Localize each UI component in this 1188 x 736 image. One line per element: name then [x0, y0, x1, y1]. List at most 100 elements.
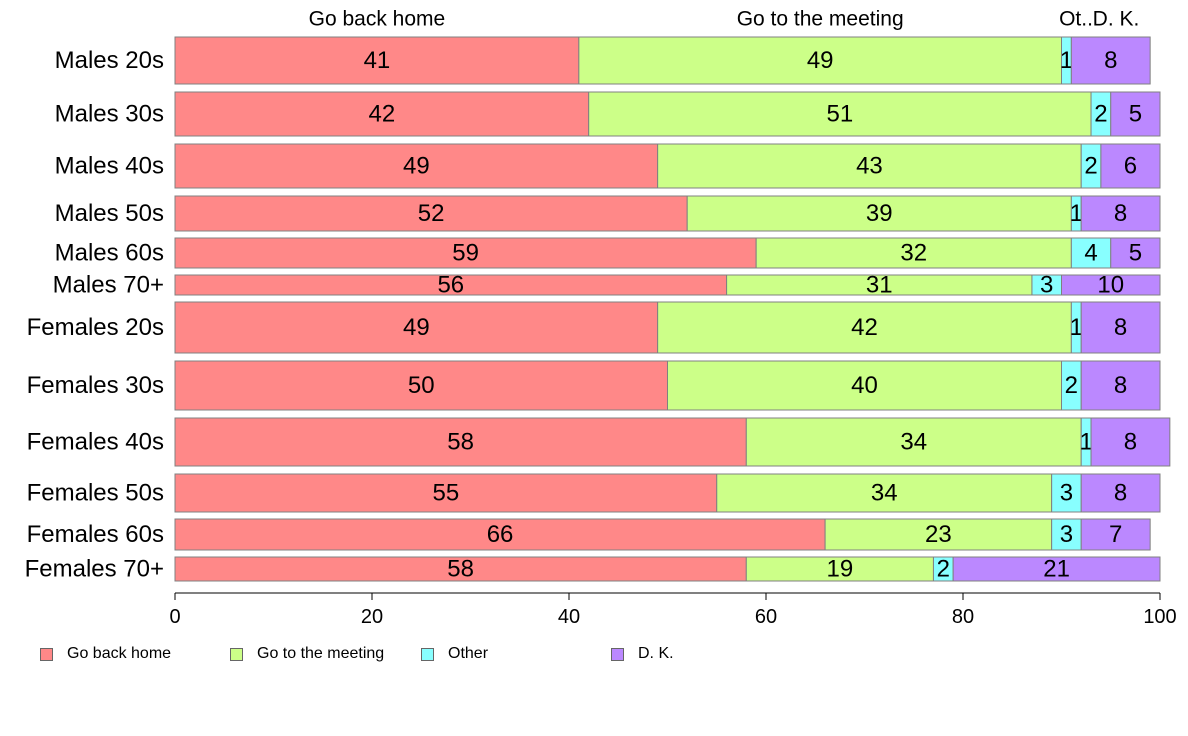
- bar-segment: [588, 91, 1092, 137]
- data-label: 2: [937, 556, 950, 583]
- column-header: Go back home: [309, 8, 446, 31]
- bar-segment: [174, 556, 747, 582]
- bar-segment: [824, 518, 1053, 551]
- data-label: 41: [364, 47, 391, 74]
- legend-swatch: [40, 647, 53, 661]
- category-label: Females 20s: [27, 314, 164, 341]
- bar-segment: [174, 301, 659, 354]
- data-label: 34: [900, 429, 927, 456]
- data-label: 4: [1084, 240, 1097, 267]
- data-label: 31: [866, 272, 893, 299]
- legend-swatch: [230, 647, 243, 661]
- data-label: 2: [1084, 153, 1097, 180]
- data-label: 58: [447, 429, 474, 456]
- data-label: 3: [1040, 272, 1053, 299]
- data-label: 3: [1060, 480, 1073, 507]
- data-label: 19: [827, 556, 854, 583]
- data-label: 1: [1070, 200, 1083, 227]
- category-label: Males 60s: [55, 240, 164, 267]
- x-tick-label: 20: [361, 606, 383, 628]
- data-label: 1: [1079, 429, 1092, 456]
- data-label: 49: [403, 314, 430, 341]
- bar-segment: [1051, 473, 1082, 513]
- bar-segment: [174, 143, 659, 189]
- bar-segment: [1080, 195, 1161, 232]
- data-label: 5: [1129, 101, 1142, 128]
- legend-item: Go to the meeting: [230, 645, 384, 663]
- data-label: 56: [437, 272, 464, 299]
- legend-item: D. K.: [611, 645, 674, 663]
- category-label: Females 40s: [27, 429, 164, 456]
- data-label: 49: [403, 153, 430, 180]
- data-label: 3: [1060, 521, 1073, 548]
- bar-segment: [745, 556, 934, 582]
- legend-label: Other: [448, 645, 489, 662]
- data-label: 51: [827, 101, 854, 128]
- x-tick-label: 0: [169, 606, 180, 628]
- bar-segment: [657, 301, 1072, 354]
- category-label: Males 20s: [55, 47, 164, 74]
- bar-segment: [1110, 91, 1161, 137]
- legend-label: Go back home: [67, 645, 172, 662]
- data-label: 42: [851, 314, 878, 341]
- bar-segment: [1070, 36, 1151, 85]
- x-tick-label: 80: [952, 606, 974, 628]
- data-label: 23: [925, 521, 952, 548]
- bar-segment: [657, 143, 1082, 189]
- column-headers: Go back home Go to the meeting Ot.. D. K.: [309, 8, 1140, 31]
- category-label: Females 30s: [27, 372, 164, 399]
- data-label: 5: [1129, 240, 1142, 267]
- data-label: 40: [851, 372, 878, 399]
- data-label: 8: [1104, 47, 1117, 74]
- bar-segment: [1080, 360, 1161, 411]
- bar-segment: [1090, 417, 1171, 467]
- data-label: 7: [1109, 521, 1122, 548]
- category-label: Females 50s: [27, 480, 164, 507]
- data-label: 49: [807, 47, 834, 74]
- data-label: 8: [1124, 429, 1137, 456]
- bar-segment: [174, 417, 747, 467]
- category-label: Males 70+: [53, 272, 164, 299]
- x-tick-label: 100: [1143, 606, 1176, 628]
- legend-swatch: [421, 647, 434, 661]
- data-label: 43: [856, 153, 883, 180]
- bar-segment: [174, 518, 826, 551]
- category-label: Females 70+: [25, 556, 164, 583]
- data-label: 32: [900, 240, 927, 267]
- data-label: 8: [1114, 314, 1127, 341]
- legend-label: Go to the meeting: [257, 645, 385, 662]
- legend-item: Go back home: [40, 645, 171, 663]
- data-label: 39: [866, 200, 893, 227]
- data-label: 2: [1065, 372, 1078, 399]
- column-header: Ot..: [1059, 8, 1093, 31]
- bar-segment: [1051, 518, 1082, 551]
- bar-segment: [174, 195, 688, 232]
- bar-segment: [1061, 274, 1161, 296]
- x-axis: 0 20 40 60 80 100: [169, 592, 1177, 628]
- data-label: 1: [1060, 47, 1073, 74]
- bar-segment: [174, 36, 580, 85]
- bar-segment: [667, 360, 1062, 411]
- category-label: Males 40s: [55, 153, 164, 180]
- x-tick-label: 40: [558, 606, 580, 628]
- data-label: 34: [871, 480, 898, 507]
- legend-item: Other: [421, 645, 488, 663]
- data-label: 1: [1070, 314, 1083, 341]
- bar-segment: [1080, 301, 1161, 354]
- data-label: 50: [408, 372, 435, 399]
- category-label: Females 60s: [27, 521, 164, 548]
- bar-segment: [1080, 473, 1161, 513]
- bar-segment: [716, 473, 1053, 513]
- category-labels: Males 20s Males 30s Males 40s Males 50s Male…: [25, 47, 164, 583]
- category-label: Males 30s: [55, 101, 164, 128]
- data-label: 8: [1114, 372, 1127, 399]
- category-label: Males 50s: [55, 200, 164, 227]
- column-header: D. K.: [1093, 8, 1140, 31]
- data-label: 58: [447, 556, 474, 583]
- bar-segment: [1110, 237, 1161, 269]
- bar-segment: [578, 36, 1062, 85]
- legend-label: D. K.: [638, 645, 674, 662]
- data-label: 21: [1043, 556, 1070, 583]
